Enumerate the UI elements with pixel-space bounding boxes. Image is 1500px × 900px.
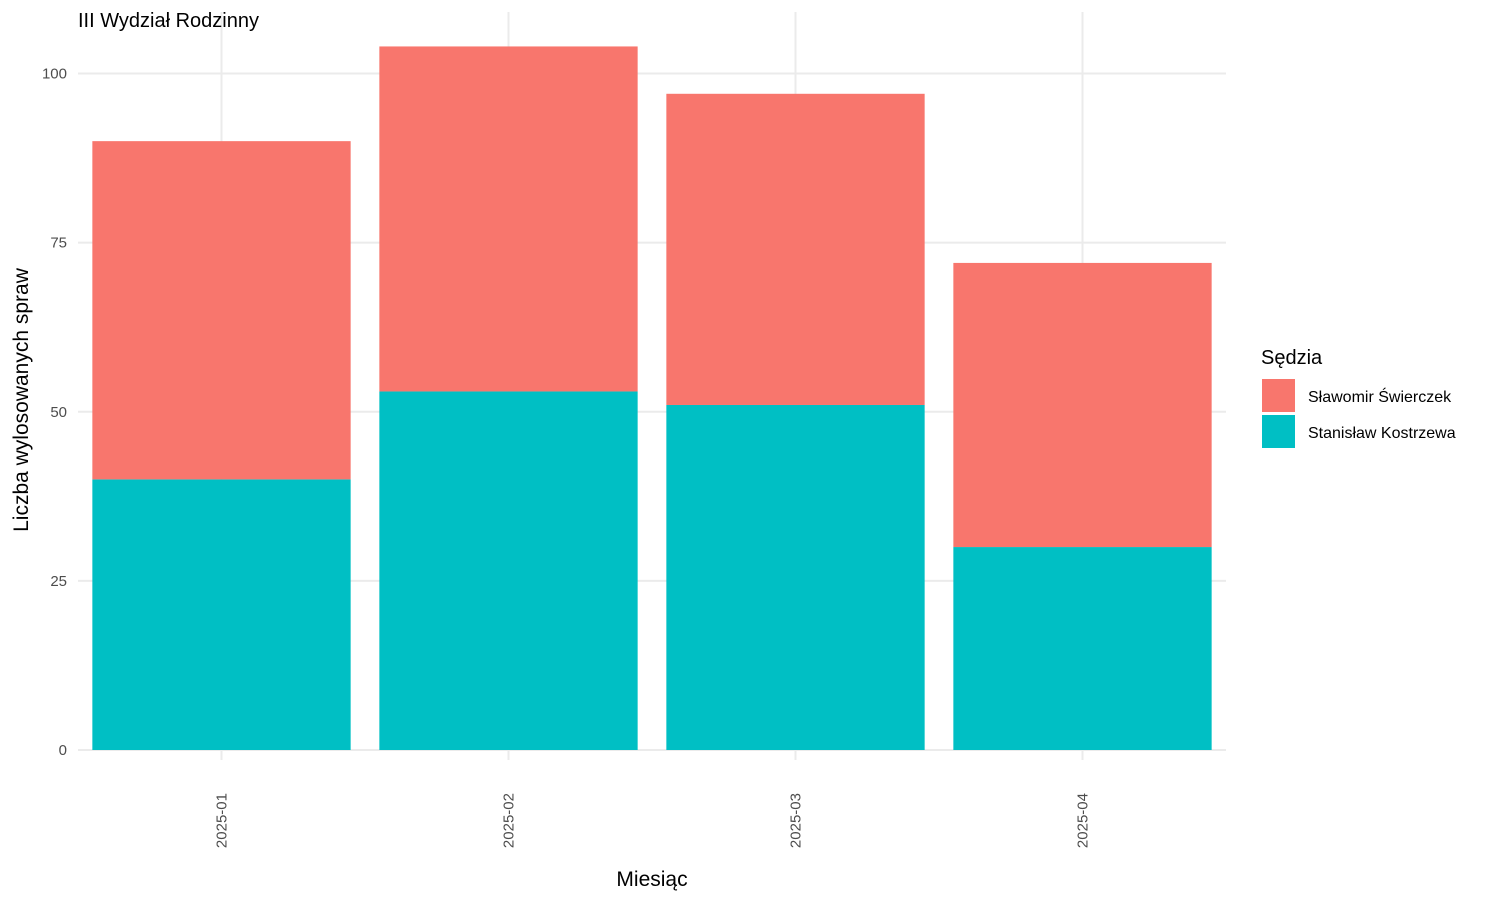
legend-swatch <box>1262 415 1295 448</box>
x-axis-title: Miesiąc <box>616 868 687 891</box>
legend-swatch <box>1262 379 1295 412</box>
y-axis-title: Liczba wylosowanych spraw <box>10 267 33 532</box>
legend-label: Stanisław Kostrzewa <box>1308 425 1456 442</box>
x-tick-label: 2025-02 <box>501 793 518 848</box>
legend: Sędzia Sławomir Świerczek Stanisław Kostr… <box>1261 347 1456 448</box>
bar-segment <box>953 262 1212 548</box>
legend-title: Sędzia <box>1261 347 1323 369</box>
y-axis-ticks: 0 25 50 75 100 <box>42 66 67 760</box>
x-tick-label: 2025-04 <box>1075 793 1092 848</box>
y-tick-label: 25 <box>50 573 67 590</box>
chart-title: III Wydział Rodzinny <box>78 10 259 32</box>
x-tick-label: 2025-03 <box>788 793 805 848</box>
bar-segment <box>379 391 638 750</box>
y-tick-label: 100 <box>42 66 67 83</box>
legend-items: Sławomir Świerczek Stanisław Kostrzewa <box>1262 379 1456 448</box>
bar-segment <box>666 93 925 405</box>
bar-segment <box>953 547 1212 750</box>
x-axis-ticks: 2025-01 2025-02 2025-03 2025-04 <box>214 793 1092 848</box>
bar-segment <box>379 46 638 392</box>
y-tick-label: 75 <box>50 235 67 252</box>
bar-segment <box>666 404 925 750</box>
legend-label: Sławomir Świerczek <box>1308 387 1452 406</box>
bar-segment <box>92 141 351 480</box>
bars-layer <box>92 46 1212 750</box>
y-tick-label: 0 <box>59 742 67 759</box>
bar-segment <box>92 479 351 750</box>
y-tick-label: 50 <box>50 404 67 421</box>
x-tick-label: 2025-01 <box>214 793 231 848</box>
